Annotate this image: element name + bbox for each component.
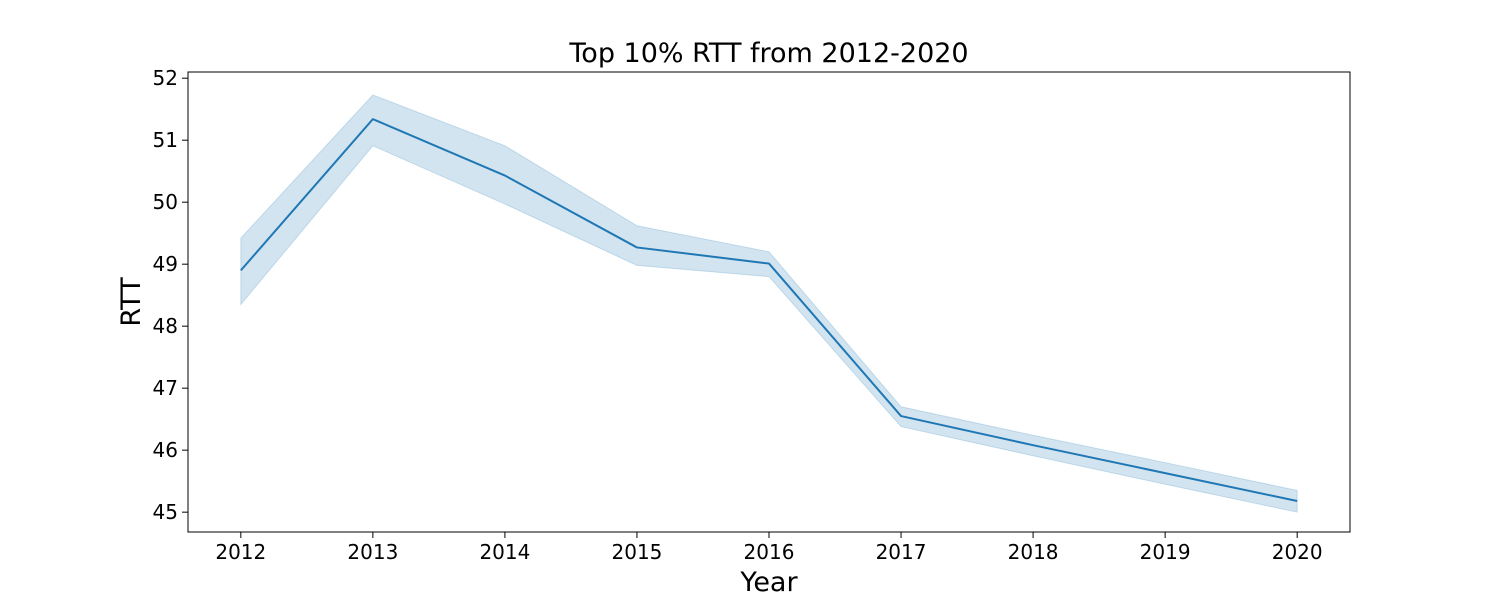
y-axis: 45 46 47 48 49 50 51 52 — [153, 66, 188, 524]
y-tick-label: 52 — [153, 66, 178, 90]
confidence-band — [240, 94, 1298, 513]
y-tick-label: 48 — [153, 314, 178, 338]
x-tick-label: 2020 — [1272, 540, 1323, 564]
x-tick-label: 2017 — [876, 540, 927, 564]
x-tick-label: 2018 — [1008, 540, 1059, 564]
y-tick-label: 45 — [153, 500, 178, 524]
x-tick-label: 2015 — [612, 540, 663, 564]
confidence-band-layer — [240, 94, 1298, 513]
y-tick-label: 47 — [153, 376, 178, 400]
x-tick-label: 2014 — [479, 540, 530, 564]
chart-title: Top 10% RTT from 2012-2020 — [568, 38, 968, 69]
series-line — [240, 118, 1298, 502]
y-tick-label: 46 — [153, 438, 178, 462]
x-axis: 2012 2013 2014 2015 2016 2017 2018 2019 2020 — [215, 532, 1323, 564]
y-tick-label: 49 — [153, 252, 178, 276]
y-tick-label: 50 — [153, 190, 178, 214]
x-tick-label: 2019 — [1140, 540, 1191, 564]
y-tick-label: 51 — [153, 128, 178, 152]
y-axis-label: RTT — [116, 277, 147, 327]
series-line-layer — [240, 118, 1298, 502]
x-axis-label: Year — [739, 567, 798, 598]
x-tick-label: 2016 — [744, 540, 795, 564]
x-tick-label: 2012 — [215, 540, 266, 564]
x-tick-label: 2013 — [347, 540, 398, 564]
